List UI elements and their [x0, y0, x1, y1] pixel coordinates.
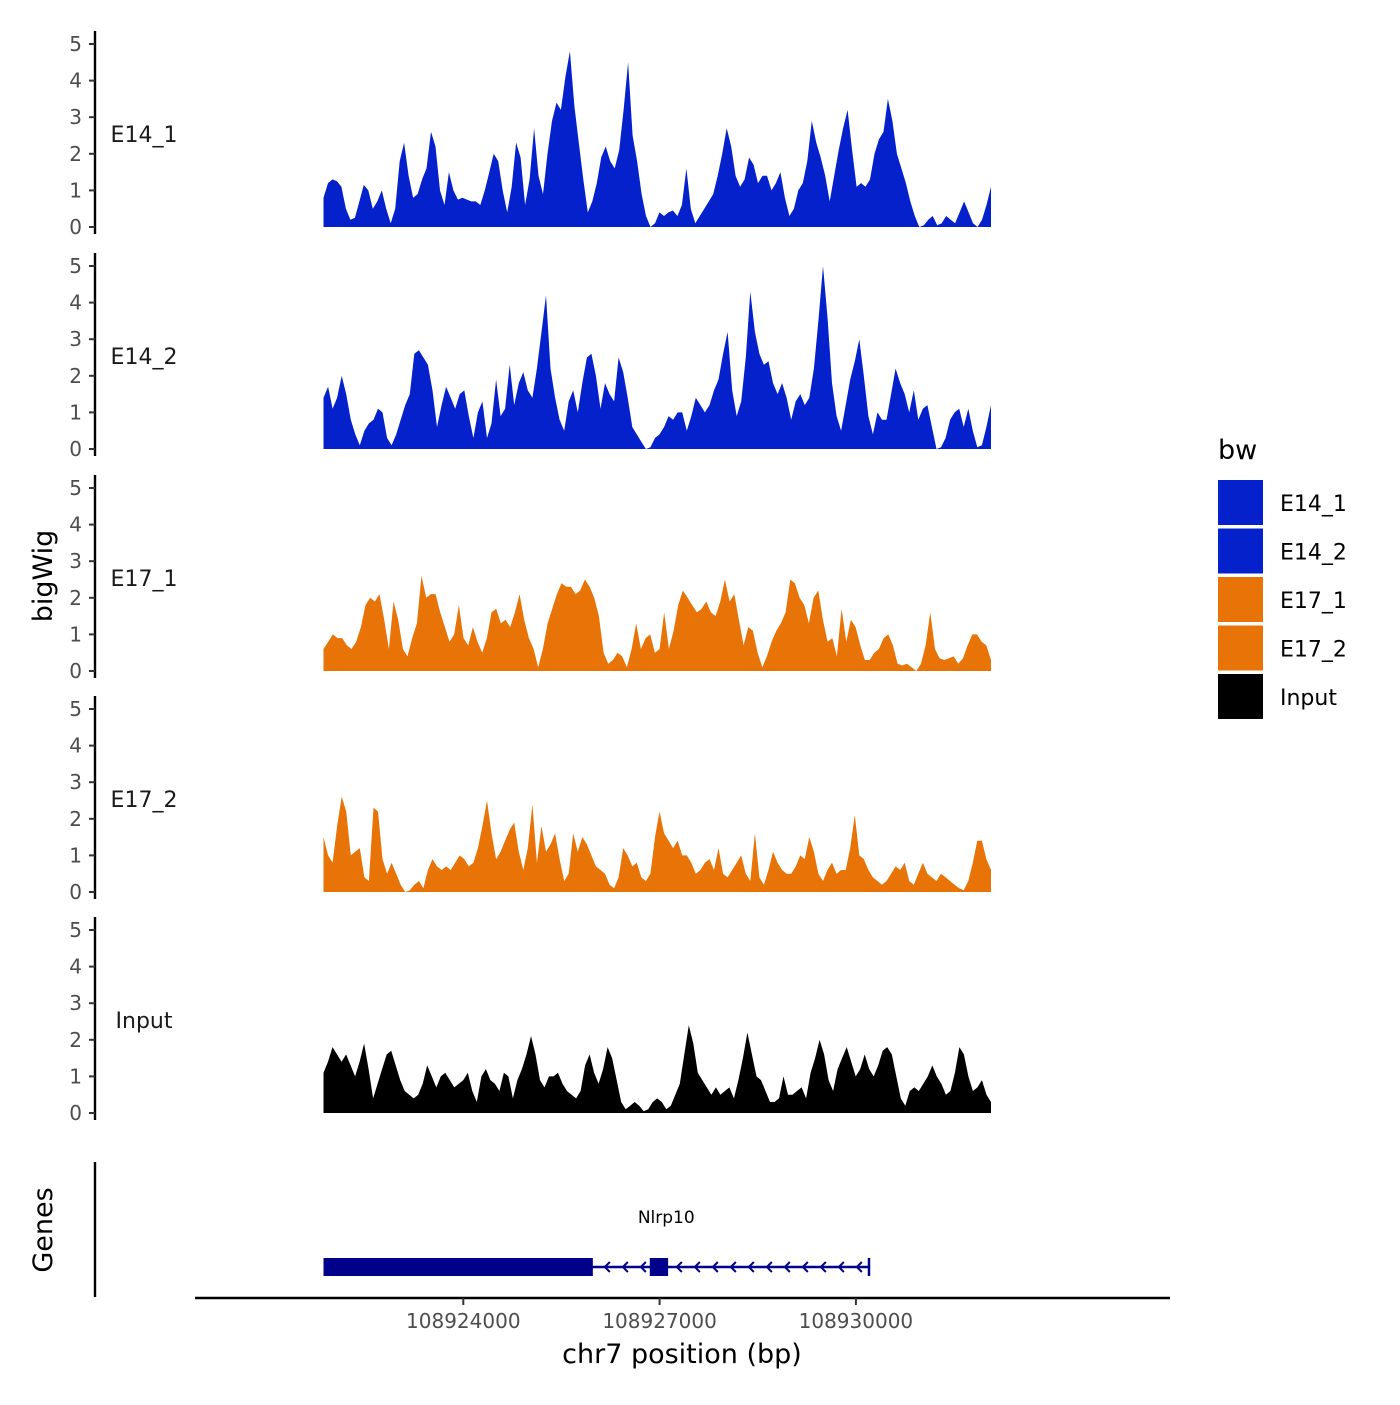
strand-arrow — [783, 1261, 791, 1273]
y-tick-label-E14_1-1: 1 — [69, 178, 82, 202]
x-axis: 108924000 108927000 108930000 — [195, 1296, 1170, 1333]
strand-arrow — [621, 1261, 629, 1273]
legend-key-E17_1 — [1218, 577, 1263, 622]
x-tick-label-108924000: 108924000 — [406, 1309, 521, 1333]
strand-arrow — [747, 1261, 755, 1273]
y-tick-label-E17_1-0: 0 — [69, 659, 82, 683]
y-tick-label-E17_2-2: 2 — [69, 807, 82, 831]
area-series-E17_2 — [323, 796, 991, 892]
legend-key-E14_1 — [1218, 480, 1263, 525]
legend: bw E14_1 E14_2 E17_1 E17_2 Input — [1218, 435, 1347, 719]
track-Input: 0 1 2 3 4 5 Input — [69, 917, 991, 1125]
track-E17_1: 0 1 2 3 4 5 E17_1 — [69, 475, 991, 683]
legend-entries: E14_1 E14_2 E17_1 E17_2 Input — [1218, 480, 1347, 719]
y-tick-label-E17_2-1: 1 — [69, 843, 82, 867]
y-tick-label-E17_2-3: 3 — [69, 770, 82, 794]
strand-arrow — [819, 1261, 827, 1273]
y-tick-label-E14_2-1: 1 — [69, 400, 82, 424]
y-tick-label-Input-1: 1 — [69, 1064, 82, 1088]
y-tick-label-E14_2-0: 0 — [69, 437, 82, 461]
y-tick-label-Input-3: 3 — [69, 991, 82, 1015]
y-tick-label-E14_1-3: 3 — [69, 105, 82, 129]
y-tick-label-E17_1-4: 4 — [69, 513, 82, 537]
x-tick-label-108930000: 108930000 — [799, 1309, 914, 1333]
legend-title: bw — [1218, 435, 1257, 466]
legend-key-Input — [1218, 674, 1263, 719]
y-tick-label-E14_2-5: 5 — [69, 254, 82, 278]
strand-arrow — [711, 1261, 719, 1273]
y-axis-title: bigWig — [28, 530, 59, 623]
track-E14_1: 0 1 2 3 4 5 E14_1 — [69, 31, 991, 239]
y-tick-label-Input-0: 0 — [69, 1101, 82, 1125]
legend-label-E17_1: E17_1 — [1280, 589, 1347, 614]
legend-label-E14_1: E14_1 — [1280, 492, 1347, 517]
gene-exon-2 — [649, 1258, 669, 1276]
area-series-E14_2 — [323, 266, 991, 449]
tracks-layer: 0 1 2 3 4 5 E14_1 0 1 2 3 4 5 E14_2 0 1 2 3 4 5 E17_1 0 1 2 3 4 5 E… — [69, 31, 991, 1125]
y-tick-label-E17_1-1: 1 — [69, 622, 82, 646]
y-tick-label-Input-2: 2 — [69, 1028, 82, 1052]
track-label-E14_2: E14_2 — [111, 345, 178, 370]
strand-arrow — [603, 1261, 611, 1273]
track-E17_2: 0 1 2 3 4 5 E17_2 — [69, 696, 991, 904]
y-tick-label-E14_1-4: 4 — [69, 69, 82, 93]
legend-label-E14_2: E14_2 — [1280, 541, 1347, 566]
y-tick-label-E17_1-2: 2 — [69, 586, 82, 610]
strand-arrow — [675, 1261, 683, 1273]
legend-key-E17_2 — [1218, 625, 1263, 671]
strand-arrow — [729, 1261, 737, 1273]
strand-arrow — [855, 1261, 863, 1273]
gene-name-label: Nlrp10 — [638, 1208, 695, 1228]
strand-arrow — [693, 1261, 701, 1273]
y-tick-label-Input-4: 4 — [69, 955, 82, 979]
y-tick-label-E14_1-2: 2 — [69, 142, 82, 166]
y-tick-label-E17_2-0: 0 — [69, 880, 82, 904]
x-tick-label-108927000: 108927000 — [602, 1309, 717, 1333]
y-tick-label-Input-5: 5 — [69, 918, 82, 942]
y-tick-label-E14_2-4: 4 — [69, 291, 82, 315]
genes-layer: Nlrp10 — [93, 1162, 871, 1297]
strand-arrow — [837, 1261, 845, 1273]
y-tick-label-E17_2-5: 5 — [69, 697, 82, 721]
track-E14_2: 0 1 2 3 4 5 E14_2 — [69, 253, 991, 461]
track-label-E17_2: E17_2 — [111, 788, 178, 813]
y-tick-label-E14_1-5: 5 — [69, 32, 82, 56]
y-tick-label-E17_1-5: 5 — [69, 476, 82, 500]
legend-key-E14_2 — [1218, 528, 1263, 574]
track-label-Input: Input — [116, 1009, 173, 1034]
strand-arrow — [801, 1261, 809, 1273]
area-series-Input — [323, 1025, 991, 1113]
x-axis-title: chr7 position (bp) — [562, 1339, 802, 1370]
track-label-E14_1: E14_1 — [111, 123, 178, 148]
gene-exon-1 — [323, 1258, 593, 1276]
legend-label-Input: Input — [1280, 686, 1337, 711]
y-tick-label-E14_1-0: 0 — [69, 215, 82, 239]
y-tick-label-E14_2-3: 3 — [69, 327, 82, 351]
area-series-E17_1 — [323, 575, 991, 671]
y-tick-label-E17_2-4: 4 — [69, 734, 82, 758]
genes-axis-title: Genes — [28, 1187, 59, 1272]
y-tick-label-E17_1-3: 3 — [69, 549, 82, 573]
track-label-E17_1: E17_1 — [111, 567, 178, 592]
area-series-E14_1 — [323, 51, 991, 227]
strand-arrow — [639, 1261, 647, 1273]
legend-label-E17_2: E17_2 — [1280, 638, 1347, 663]
y-tick-label-E14_2-2: 2 — [69, 364, 82, 388]
strand-arrow — [765, 1261, 773, 1273]
